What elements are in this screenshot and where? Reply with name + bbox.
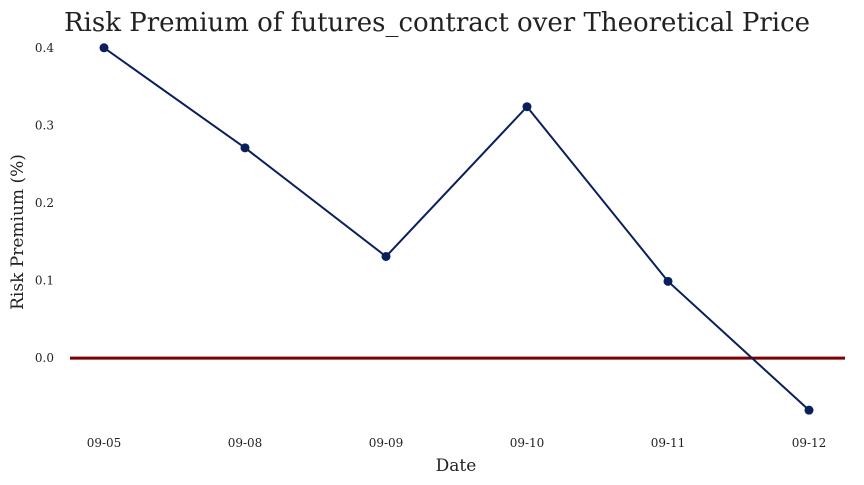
y-axis-ticks: 0.0 0.1 0.2 0.3 0.4 <box>35 41 54 365</box>
x-axis-label: Date <box>436 456 477 476</box>
y-tick-label: 0.3 <box>35 118 54 132</box>
data-point <box>381 252 391 262</box>
x-tick-label: 09-10 <box>510 436 545 450</box>
data-point <box>804 405 814 415</box>
series-points <box>99 43 814 415</box>
y-tick-label: 0.0 <box>35 351 54 365</box>
y-axis-label: Risk Premium (%) <box>8 154 28 310</box>
series-line <box>103 46 810 411</box>
x-tick-label: 09-09 <box>369 436 404 450</box>
chart-title: Risk Premium of futures_contract over Th… <box>64 8 810 38</box>
y-tick-label: 0.2 <box>35 196 54 210</box>
x-tick-label: 09-12 <box>792 436 827 450</box>
x-tick-label: 09-11 <box>651 436 686 450</box>
x-tick-label: 09-05 <box>87 436 122 450</box>
y-tick-label: 0.1 <box>35 274 54 288</box>
data-point <box>99 43 109 53</box>
data-point <box>522 102 532 112</box>
y-tick-label: 0.4 <box>35 41 54 55</box>
data-point <box>240 143 250 153</box>
x-tick-label: 09-08 <box>228 436 263 450</box>
x-axis-ticks: 09-05 09-08 09-09 09-10 09-11 09-12 <box>87 436 827 450</box>
data-point <box>663 276 673 286</box>
